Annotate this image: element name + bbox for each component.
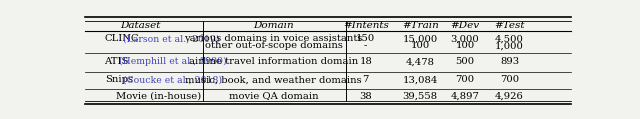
Text: 38: 38 (359, 92, 372, 101)
Text: 100: 100 (411, 41, 430, 50)
Text: #Intents: #Intents (343, 21, 388, 30)
Text: (Larson et al., 2019): (Larson et al., 2019) (124, 34, 220, 43)
Text: 150: 150 (356, 34, 375, 43)
Text: #Dev: #Dev (451, 21, 479, 30)
Text: 13,084: 13,084 (403, 75, 438, 84)
Text: 15,000: 15,000 (403, 34, 438, 43)
Text: 893: 893 (500, 57, 519, 66)
Text: 1,000: 1,000 (495, 41, 524, 50)
Text: 3,000: 3,000 (451, 34, 479, 43)
Text: 100: 100 (455, 41, 474, 50)
Text: other out-of-scope domains: other out-of-scope domains (205, 41, 342, 50)
Text: music, book, and weather domains: music, book, and weather domains (185, 75, 362, 84)
Text: 18: 18 (359, 57, 372, 66)
Text: #Train: #Train (402, 21, 438, 30)
Text: #Test: #Test (494, 21, 525, 30)
Text: various domains in voice assistants: various domains in voice assistants (184, 34, 363, 43)
Text: Domain: Domain (253, 21, 294, 30)
Text: 7: 7 (362, 75, 369, 84)
Text: 39,558: 39,558 (403, 92, 438, 101)
Text: Movie (in-house): Movie (in-house) (116, 92, 202, 101)
Text: 4,478: 4,478 (406, 57, 435, 66)
Text: movie QA domain: movie QA domain (228, 92, 318, 101)
Text: 700: 700 (500, 75, 519, 84)
Text: CLINC: CLINC (104, 34, 139, 43)
Text: Dataset: Dataset (120, 21, 161, 30)
Text: ATIS: ATIS (104, 57, 129, 66)
Text: 4,500: 4,500 (495, 34, 524, 43)
Text: 4,897: 4,897 (451, 92, 479, 101)
Text: (Hemphill et al., 1990): (Hemphill et al., 1990) (119, 57, 227, 67)
Text: airline travel information domain: airline travel information domain (189, 57, 358, 66)
Text: 500: 500 (455, 57, 474, 66)
Text: (Coucke et al., 2018): (Coucke et al., 2018) (123, 75, 222, 84)
Text: -: - (364, 41, 367, 50)
Text: 4,926: 4,926 (495, 92, 524, 101)
Text: Snips: Snips (105, 75, 133, 84)
Text: 700: 700 (455, 75, 474, 84)
